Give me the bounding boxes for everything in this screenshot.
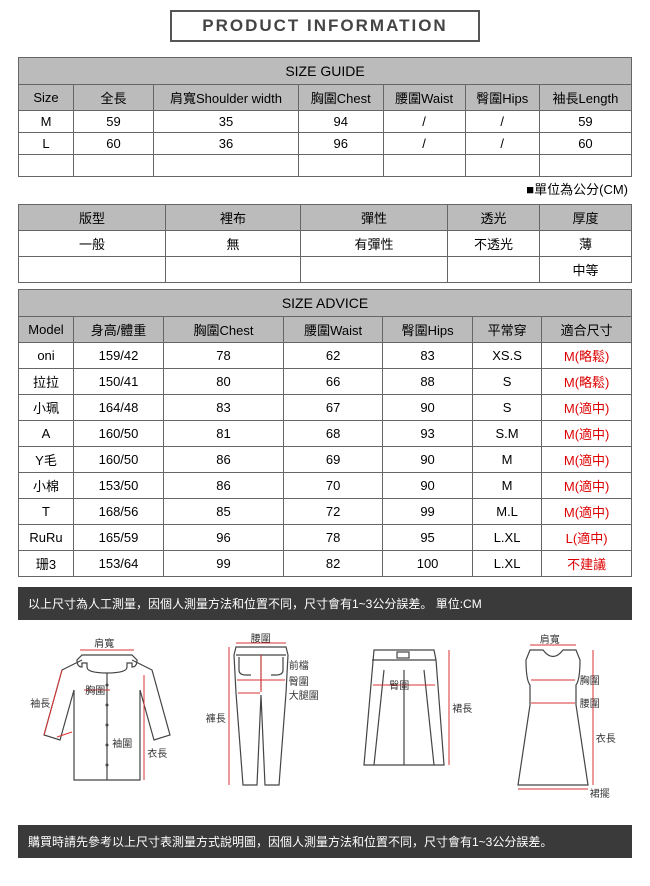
label-sleeve: 袖長 xyxy=(30,695,50,710)
label-hip: 臀圍 xyxy=(389,677,409,692)
table-row: 一般無有彈性不透光薄 xyxy=(19,231,632,257)
measurement-diagrams: 肩寬 袖長 胸圍 袖圍 衣長 腰圍 前檔 臀圍 大腿圍 xyxy=(18,620,632,815)
size-guide-header: SIZE GUIDE xyxy=(19,58,632,85)
col-sleeve: 袖長Length xyxy=(539,85,631,111)
table-row: 拉拉150/41806688SM(略鬆) xyxy=(19,369,632,395)
label-cuff: 袖圍 xyxy=(112,735,132,750)
col-full-length: 全長 xyxy=(74,85,154,111)
unit-note: ■單位為公分(CM) xyxy=(18,179,632,198)
table-row: oni159/42786283XS.SM(略鬆) xyxy=(19,343,632,369)
label-front: 前檔 xyxy=(289,657,309,672)
label-length: 衣長 xyxy=(147,745,167,760)
shirt-diagram: 肩寬 袖長 胸圍 袖圍 衣長 xyxy=(32,635,182,795)
attributes-headers: 版型 裡布 彈性 透光 厚度 xyxy=(19,205,632,231)
label-chest: 胸圍 xyxy=(580,672,600,687)
skirt-diagram: 臀圍 裙長 xyxy=(339,635,469,790)
table-row: RuRu165/59967895L.XLL(適中) xyxy=(19,525,632,551)
table-row: M593594//59 xyxy=(19,111,632,133)
table-row: A160/50816893S.MM(適中) xyxy=(19,421,632,447)
table-row: L603696//60 xyxy=(19,133,632,155)
size-guide-columns: Size 全長 肩寬Shoulder width 胸圍Chest 腰圍Waist… xyxy=(19,85,632,111)
label-length: 褲長 xyxy=(206,710,226,725)
col-hips: 臀圍Hips xyxy=(465,85,539,111)
label-shoulder: 肩寬 xyxy=(94,635,114,650)
size-advice-table: SIZE ADVICE Model 身高/體重 胸圍Chest 腰圍Waist … xyxy=(18,289,632,577)
table-row: Y毛160/50866990MM(適中) xyxy=(19,447,632,473)
size-advice-header: SIZE ADVICE xyxy=(19,290,632,317)
label-chest: 胸圍 xyxy=(85,682,105,697)
attributes-table: 版型 裡布 彈性 透光 厚度 一般無有彈性不透光薄 中等 xyxy=(18,204,632,283)
measurement-note-bottom: 購買時請先參考以上尺寸表測量方式說明圖，因個人測量方法和位置不同，尺寸會有1~3… xyxy=(18,825,632,858)
label-length: 裙長 xyxy=(452,700,472,715)
page-title: PRODUCT INFORMATION xyxy=(170,10,479,42)
label-thigh: 大腿圍 xyxy=(289,687,319,702)
label-shoulder: 肩寬 xyxy=(540,631,560,646)
label-hip: 臀圍 xyxy=(289,673,309,688)
label-waist: 腰圍 xyxy=(251,630,271,645)
table-row xyxy=(19,155,632,177)
pants-diagram: 腰圍 前檔 臀圍 大腿圍 褲長 xyxy=(201,635,321,800)
label-waist: 腰圍 xyxy=(580,695,600,710)
col-waist: 腰圍Waist xyxy=(383,85,465,111)
col-shoulder: 肩寬Shoulder width xyxy=(154,85,299,111)
measurement-note-top: 以上尺寸為人工測量，因個人測量方法和位置不同，尺寸會有1~3公分誤差。 單位:C… xyxy=(18,587,632,620)
label-hem: 裙擺 xyxy=(590,785,610,800)
table-row: 珊3153/649982100L.XL不建議 xyxy=(19,551,632,577)
table-row: T168/56857299M.LM(適中) xyxy=(19,499,632,525)
label-length: 衣長 xyxy=(596,730,616,745)
size-guide-table: SIZE GUIDE Size 全長 肩寬Shoulder width 胸圍Ch… xyxy=(18,57,632,177)
dress-diagram: 肩寬 胸圍 腰圍 衣長 裙擺 xyxy=(488,635,618,800)
table-row: 小棉153/50867090MM(適中) xyxy=(19,473,632,499)
col-chest: 胸圍Chest xyxy=(299,85,384,111)
size-advice-columns: Model 身高/體重 胸圍Chest 腰圍Waist 臀圍Hips 平常穿 適… xyxy=(19,317,632,343)
table-row: 中等 xyxy=(19,257,632,283)
title-row: PRODUCT INFORMATION xyxy=(18,10,632,42)
table-row: 小珮164/48836790SM(適中) xyxy=(19,395,632,421)
col-size: Size xyxy=(19,85,74,111)
